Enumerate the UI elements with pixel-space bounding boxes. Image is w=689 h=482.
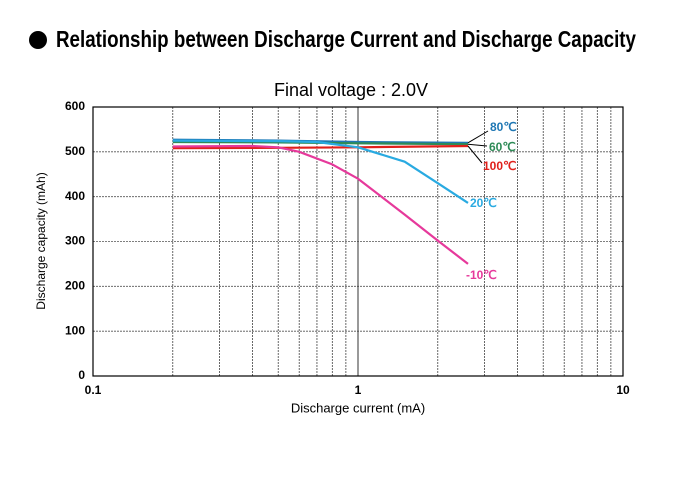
x-tick-label: 0.1 — [85, 383, 102, 397]
series-label: 80℃ — [490, 120, 517, 134]
x-axis-label: Discharge current (mA) — [291, 400, 425, 415]
plot-frame — [92, 106, 624, 377]
y-tick-label: 0 — [78, 368, 85, 382]
series-line — [172, 144, 469, 265]
bullet — [29, 31, 47, 49]
leader-line — [467, 143, 488, 147]
leader-line — [467, 130, 489, 144]
y-axis-label: Discharge capacity (mAh) — [34, 172, 48, 309]
y-tick-label: 300 — [65, 234, 85, 248]
y-tick-label: 100 — [65, 323, 85, 337]
y-tick-label: 200 — [65, 279, 85, 293]
series-label: -10℃ — [466, 268, 497, 282]
series-label: 100℃ — [483, 159, 517, 173]
y-tick-label: 500 — [65, 144, 85, 158]
chart-title: Final voltage : 2.0V — [274, 80, 428, 100]
series-line — [172, 139, 469, 204]
series-label: 60℃ — [489, 140, 516, 154]
series-line — [172, 144, 469, 150]
y-tick-label: 600 — [65, 99, 85, 113]
x-tick-label: 1 — [355, 383, 362, 397]
y-tick-label: 400 — [65, 189, 85, 203]
x-tick-label: 10 — [616, 383, 630, 397]
page-heading: Relationship between Discharge Current a… — [56, 26, 636, 52]
series-label: 20℃ — [470, 196, 497, 210]
leader-line — [467, 145, 483, 164]
